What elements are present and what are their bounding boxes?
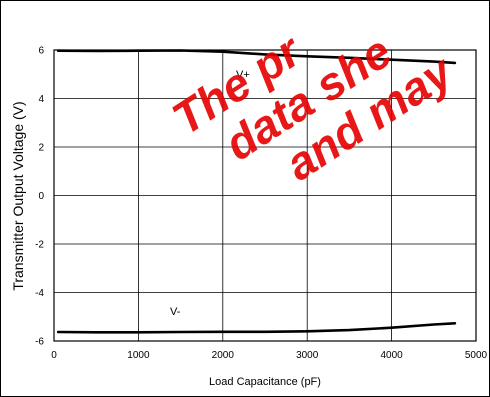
x-tick-label: 1000 (127, 350, 150, 361)
y-tick-label: -4 (35, 288, 44, 299)
y-tick-label: 4 (38, 94, 44, 105)
y-tick-label: -2 (35, 240, 44, 251)
x-tick-label: 5000 (465, 350, 488, 361)
y-tick-label: -6 (35, 337, 44, 348)
grid (54, 50, 476, 341)
y-tick-labels: 6 4 2 0 -2 -4 -6 (35, 46, 44, 348)
series-line-vplus (56, 49, 457, 65)
series-lines (56, 49, 457, 334)
y-tick-label: 0 (38, 191, 44, 202)
x-tick-label: 3000 (296, 350, 319, 361)
series-line-vminus (56, 322, 457, 334)
series-label-vplus: V+ (236, 69, 250, 81)
x-axis-label: Load Capacitance (pF) (209, 376, 321, 388)
x-tick-label: 4000 (380, 350, 403, 361)
x-tick-label: 0 (51, 350, 57, 361)
y-tick-label: 2 (38, 143, 44, 154)
y-tick-label: 6 (38, 46, 44, 57)
y-axis-label: Transmitter Output Voltage (V) (10, 101, 26, 290)
x-tick-label: 2000 (212, 350, 235, 361)
series-label-vminus: V- (170, 306, 181, 318)
x-tick-labels: 0 1000 2000 3000 4000 5000 (51, 350, 487, 361)
